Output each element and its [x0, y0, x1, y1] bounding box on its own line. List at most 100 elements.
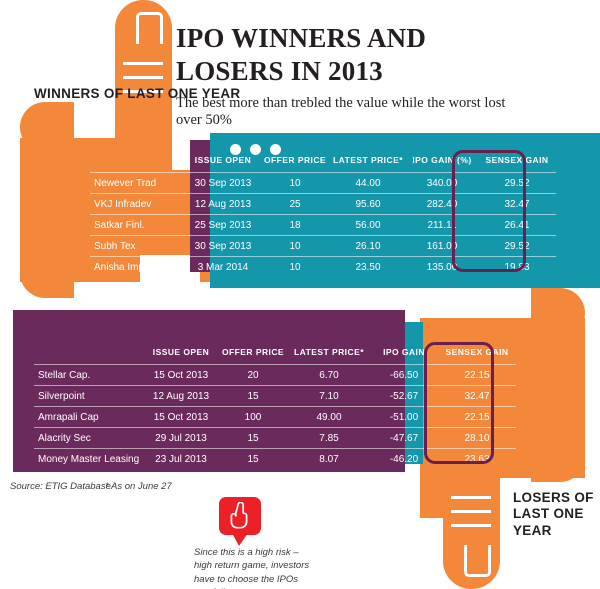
cell-company: Stellar Cap. — [34, 364, 144, 386]
cell-sensex-gain: 23.63 — [438, 448, 516, 469]
dot-1 — [230, 144, 241, 155]
winners-corner-label: WINNERS OF LAST ONE YEAR — [34, 86, 241, 101]
cell-sensex-gain: 22.15 — [438, 364, 516, 386]
table-header-row: ISSUE OPEN OFFER PRICE LATEST PRICE* IPO… — [34, 347, 516, 365]
cell-company: Satkar Finl. — [90, 214, 186, 236]
cell-latest-price: 95.60 — [330, 193, 406, 215]
winners-dots-decoration — [230, 144, 281, 155]
cell-latest-price: 26.10 — [330, 235, 406, 257]
as-of-note: * As on June 27 — [105, 481, 172, 492]
winners-table: ISSUE OPEN OFFER PRICE LATEST PRICE* IPO… — [90, 155, 556, 277]
cell-sensex-gain: 29.52 — [478, 235, 556, 257]
thumb-nail-up — [136, 12, 163, 44]
cell-sensex-gain: 26.41 — [478, 214, 556, 236]
title-line-1: IPO WINNERS AND — [176, 23, 427, 53]
cell-ipo-gain: -51.00 — [370, 406, 438, 428]
cell-offer-price: 15 — [218, 427, 288, 449]
thumb-nail-down — [464, 545, 491, 577]
title-line-2: LOSERS IN 2013 — [176, 55, 383, 86]
col-header-issue-open: ISSUE OPEN — [194, 155, 252, 165]
table-row: Newever Trad 30 Sep 2013 10 44.00 340.00… — [90, 172, 556, 194]
dot-3 — [270, 144, 281, 155]
cell-ipo-gain: -52.67 — [370, 385, 438, 407]
cell-ipo-gain: -47.67 — [370, 427, 438, 449]
col-header-offer-price: OFFER PRICE — [221, 347, 285, 357]
cell-latest-price: 7.10 — [288, 385, 370, 407]
col-header-issue-open: ISSUE OPEN — [152, 347, 210, 357]
col-header-latest-price: LATEST PRICE* — [294, 347, 364, 357]
cell-company: Money Master Leasing — [34, 448, 144, 469]
tip-speech-bubble — [219, 497, 261, 546]
source-note: Source: ETIG Database — [10, 481, 111, 492]
cell-latest-price: 6.70 — [288, 364, 370, 386]
cell-offer-price: 100 — [218, 406, 288, 428]
cell-sensex-gain: 32.47 — [438, 385, 516, 407]
cell-ipo-gain: 211.11 — [406, 214, 478, 236]
cell-latest-price: 8.07 — [288, 448, 370, 469]
col-header-ipo-gain: IPO GAIN (%) — [412, 155, 472, 165]
cell-latest-price: 44.00 — [330, 172, 406, 194]
col-header-sensex-gain: SENSEX GAIN — [485, 155, 549, 165]
cell-issue-open: 12 Aug 2013 — [186, 193, 260, 215]
cell-latest-price: 23.50 — [330, 256, 406, 277]
cell-latest-price: 7.85 — [288, 427, 370, 449]
cell-issue-open: 23 Jul 2013 — [144, 448, 218, 469]
cell-ipo-gain: 161.00 — [406, 235, 478, 257]
tip-text: Since this is a high risk – high return … — [194, 547, 310, 589]
table-row: Alacrity Sec 29 Jul 2013 15 7.85 -47.67 … — [34, 427, 516, 449]
cell-issue-open: 15 Oct 2013 — [144, 406, 218, 428]
table-row: Satkar Finl. 25 Sep 2013 18 56.00 211.11… — [90, 214, 556, 236]
col-header-offer-price: OFFER PRICE — [263, 155, 327, 165]
cell-issue-open: 30 Sep 2013 — [186, 235, 260, 257]
col-header-company — [90, 155, 186, 173]
cell-issue-open: 3 Mar 2014 — [186, 256, 260, 277]
cell-company: VKJ Infradev — [90, 193, 186, 215]
cell-issue-open: 15 Oct 2013 — [144, 364, 218, 386]
cell-ipo-gain: 282.40 — [406, 193, 478, 215]
cell-issue-open: 25 Sep 2013 — [186, 214, 260, 236]
cell-offer-price: 18 — [260, 214, 330, 236]
table-row: Stellar Cap. 15 Oct 2013 20 6.70 -66.50 … — [34, 364, 516, 386]
col-header-ipo-gain: IPO GAIN — [383, 347, 425, 357]
cell-company: Anisha Impex — [90, 256, 186, 277]
cell-issue-open: 12 Aug 2013 — [144, 385, 218, 407]
col-header-company — [34, 347, 144, 365]
col-header-latest-price: LATEST PRICE* — [333, 155, 403, 165]
table-row: Money Master Leasing 23 Jul 2013 15 8.07… — [34, 448, 516, 469]
headline-block: IPO WINNERS AND LOSERS IN 2013 The best … — [176, 22, 506, 129]
cell-sensex-gain: 28.10 — [438, 427, 516, 449]
cell-issue-open: 29 Jul 2013 — [144, 427, 218, 449]
cell-offer-price: 20 — [218, 364, 288, 386]
losers-table: ISSUE OPEN OFFER PRICE LATEST PRICE* IPO… — [34, 347, 516, 469]
cell-issue-open: 30 Sep 2013 — [186, 172, 260, 194]
table-row: VKJ Infradev 12 Aug 2013 25 95.60 282.40… — [90, 193, 556, 215]
cell-company: Subh Tex — [90, 235, 186, 257]
cell-sensex-gain: 29.52 — [478, 172, 556, 194]
cell-company: Alacrity Sec — [34, 427, 144, 449]
cell-offer-price: 10 — [260, 235, 330, 257]
cell-latest-price: 49.00 — [288, 406, 370, 428]
cell-offer-price: 10 — [260, 256, 330, 277]
page-title: IPO WINNERS AND LOSERS IN 2013 — [176, 22, 506, 88]
page-subtitle: The best more than trebled the value whi… — [176, 94, 506, 128]
cell-latest-price: 56.00 — [330, 214, 406, 236]
cell-offer-price: 25 — [260, 193, 330, 215]
thumbs-up-thumb — [115, 0, 172, 190]
dot-2 — [250, 144, 261, 155]
cell-offer-price: 15 — [218, 448, 288, 469]
table-header-row: ISSUE OPEN OFFER PRICE LATEST PRICE* IPO… — [90, 155, 556, 173]
table-row: Silverpoint 12 Aug 2013 15 7.10 -52.67 3… — [34, 385, 516, 407]
cell-company: Newever Trad — [90, 172, 186, 194]
losers-corner-label: LOSERS OF LAST ONE YEAR — [513, 490, 594, 538]
cell-ipo-gain: 135.00 — [406, 256, 478, 277]
cell-offer-price: 15 — [218, 385, 288, 407]
table-row: Anisha Impex 3 Mar 2014 10 23.50 135.00 … — [90, 256, 556, 277]
cell-ipo-gain: 340.00 — [406, 172, 478, 194]
cell-company: Amrapali Cap — [34, 406, 144, 428]
cell-sensex-gain: 19.83 — [478, 256, 556, 277]
cell-sensex-gain: 22.15 — [438, 406, 516, 428]
table-row: Amrapali Cap 15 Oct 2013 100 49.00 -51.0… — [34, 406, 516, 428]
cell-company: Silverpoint — [34, 385, 144, 407]
cell-sensex-gain: 32.47 — [478, 193, 556, 215]
